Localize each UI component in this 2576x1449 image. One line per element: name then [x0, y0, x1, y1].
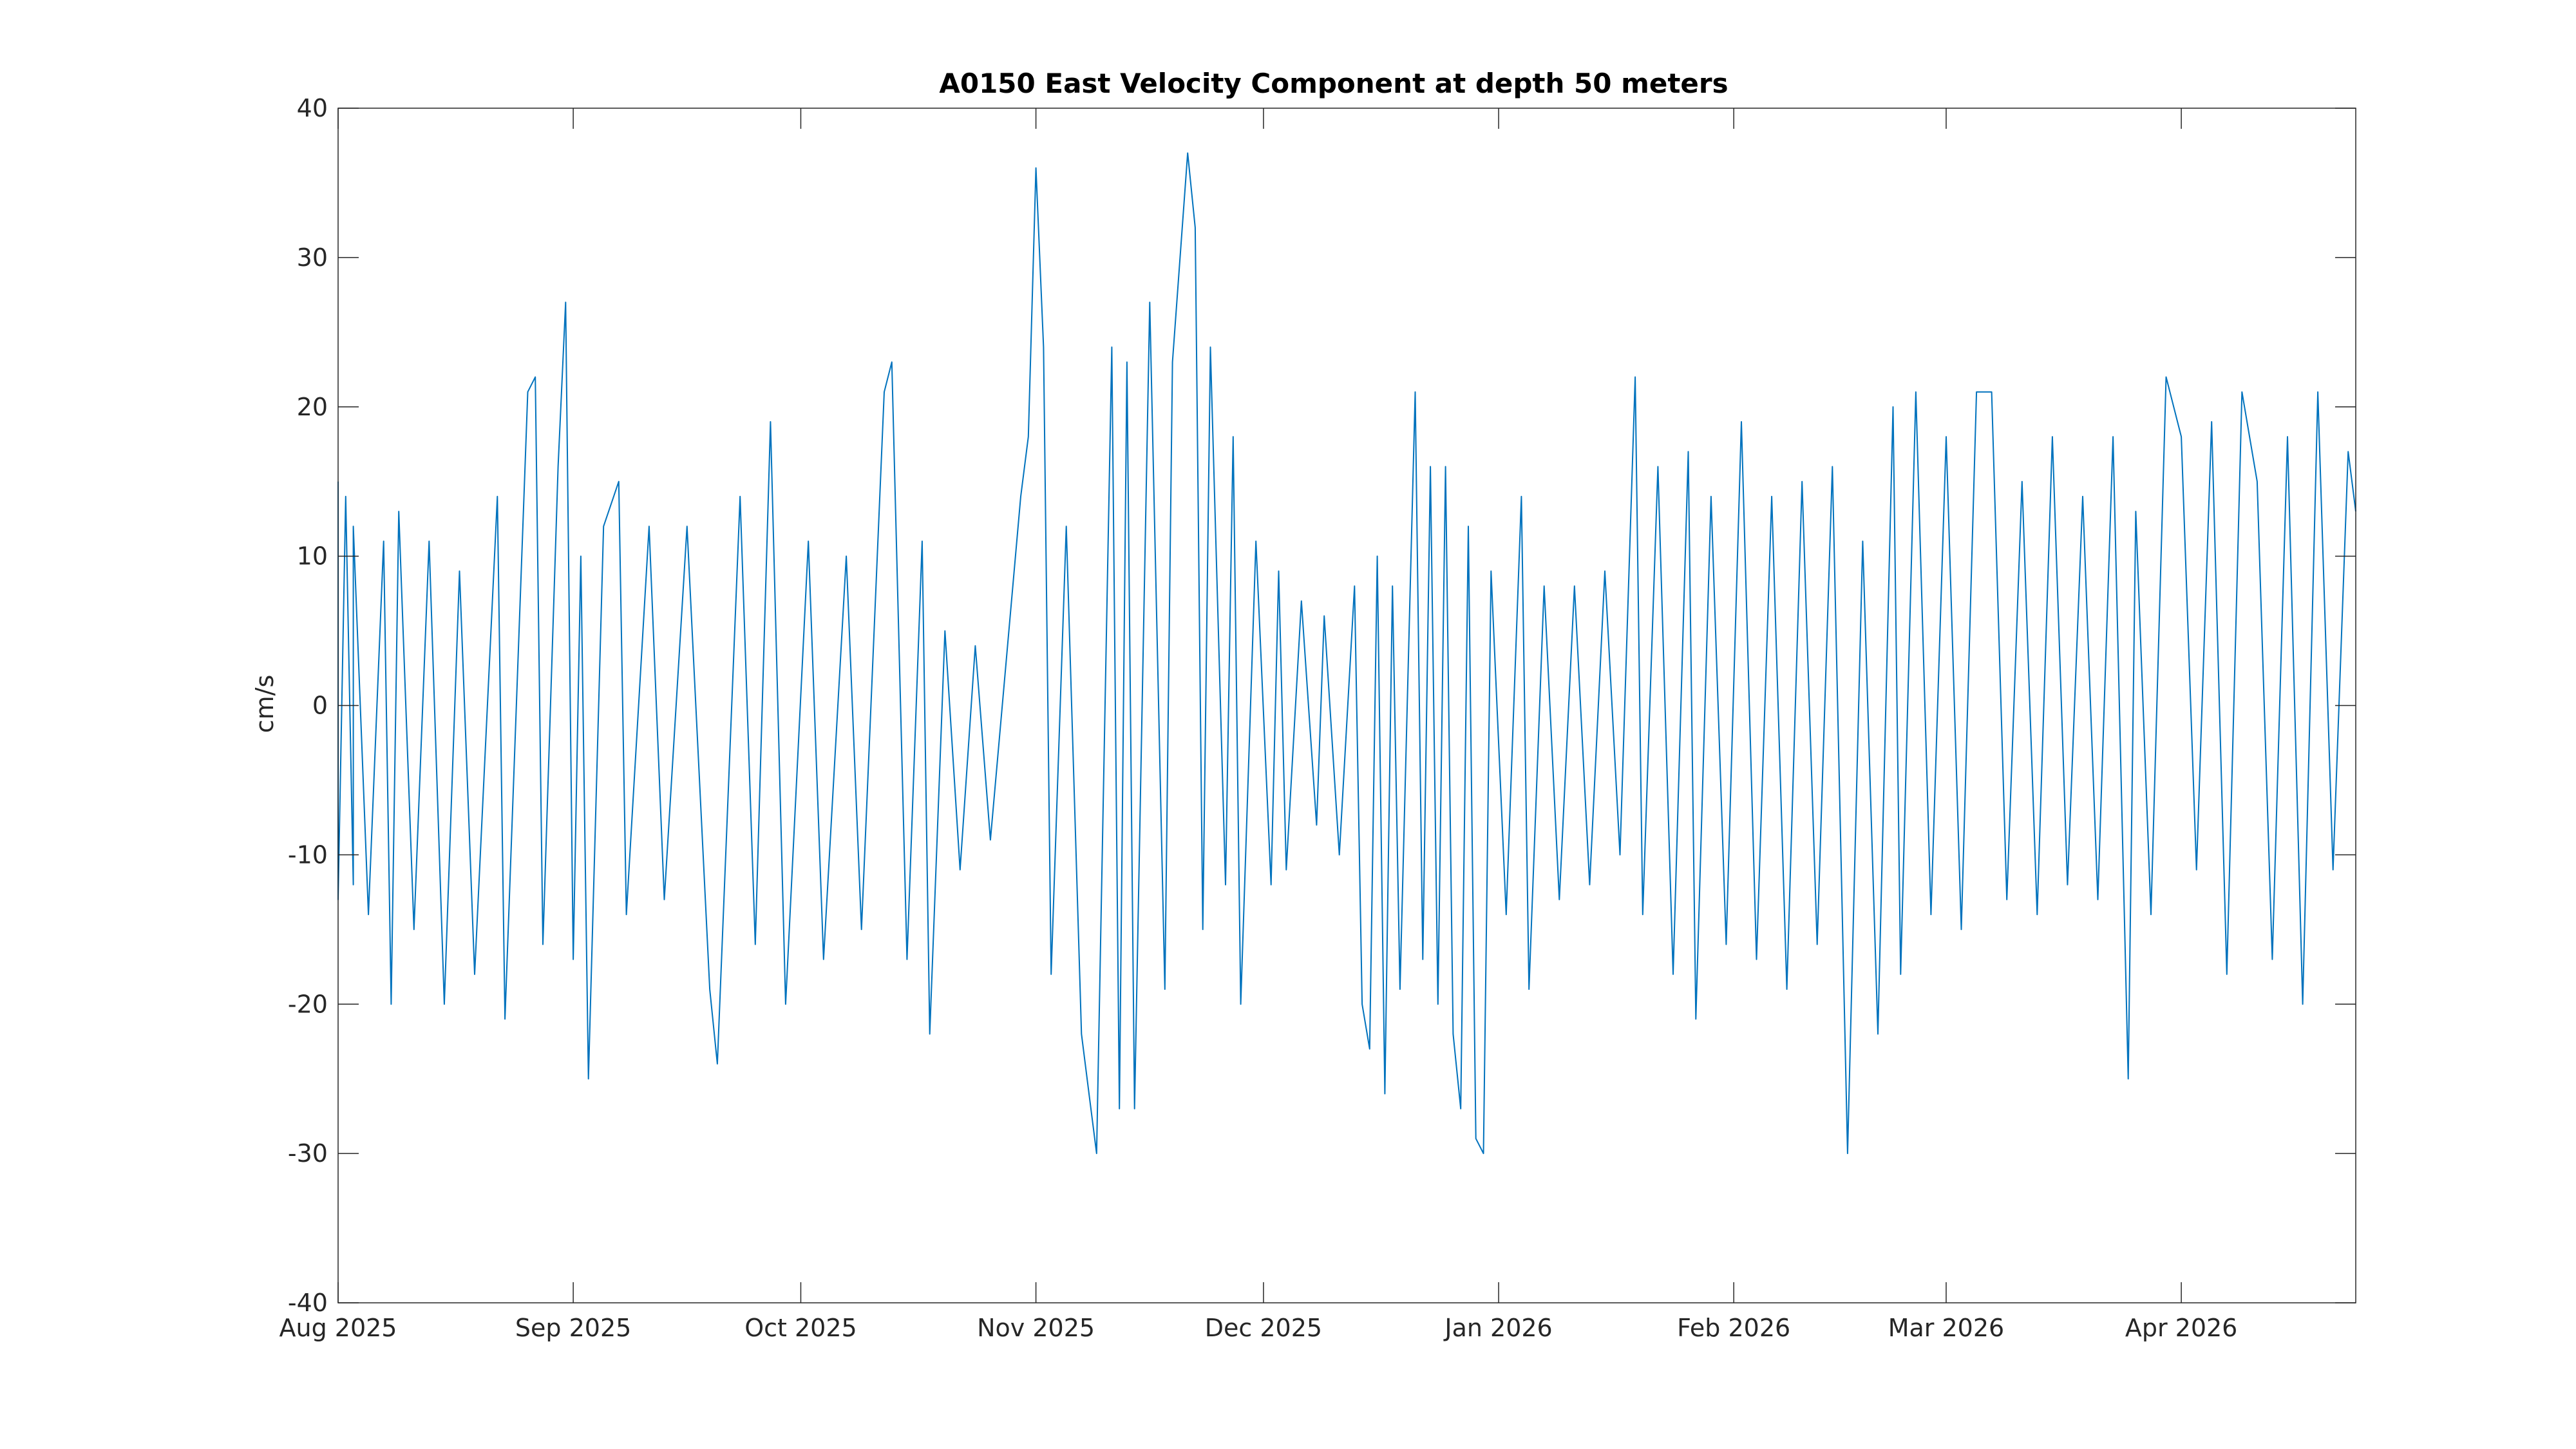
x-tick-label: Aug 2025 — [279, 1314, 397, 1342]
x-tick-label: Oct 2025 — [744, 1314, 857, 1342]
x-tick-label: Jan 2026 — [1443, 1314, 1552, 1342]
chart-title: A0150 East Velocity Component at depth 5… — [939, 68, 1728, 99]
x-tick-label: Feb 2026 — [1677, 1314, 1790, 1342]
tick-layer: -40 -30 -20 -10 0 10 20 30 40 Aug 2025 Sep 2025 Oct… — [279, 94, 2356, 1342]
x-tick-label: Apr 2026 — [2125, 1314, 2238, 1342]
y-tick-label: -40 — [288, 1289, 328, 1317]
x-tick-label: Nov 2025 — [977, 1314, 1095, 1342]
y-tick-label: 20 — [297, 393, 328, 421]
y-tick-label: 0 — [312, 692, 328, 720]
y-tick-label: -30 — [288, 1139, 328, 1168]
x-tick-label: Dec 2025 — [1205, 1314, 1322, 1342]
x-tick-label: Mar 2026 — [1888, 1314, 2004, 1342]
y-tick-label: -20 — [288, 990, 328, 1018]
plot-border — [337, 108, 2356, 1303]
series-layer — [337, 152, 2356, 1155]
series-line — [337, 152, 2356, 1155]
y-tick-label: 10 — [297, 542, 328, 571]
y-tick-label: 30 — [297, 243, 328, 272]
y-tick-label: -10 — [288, 840, 328, 869]
y-tick-label: 40 — [297, 94, 328, 122]
plot-area — [338, 108, 2356, 1303]
y-axis-title: cm/s — [251, 675, 279, 734]
x-tick-label: Sep 2025 — [515, 1314, 631, 1342]
